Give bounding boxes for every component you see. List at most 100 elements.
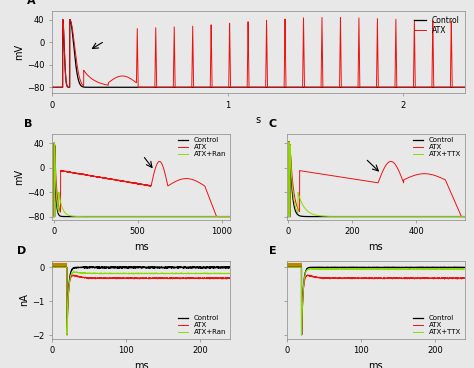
Control (318, 85, 323, 89)
ATX+Ran (126, 215, 132, 219)
Text: D: D (17, 246, 26, 256)
ATX (371, 180, 377, 184)
Control (126, 215, 132, 219)
Control (462, 265, 467, 270)
Control (305, 266, 311, 270)
Control (295, 212, 301, 216)
Control (227, 265, 233, 269)
ATX+TTX (385, 267, 391, 271)
Control (456, 215, 462, 219)
ATX (318, 85, 323, 89)
Control (64, 333, 70, 337)
ATX+TTX (295, 210, 301, 214)
X-axis label: ms: ms (368, 242, 383, 252)
ATX (462, 215, 467, 219)
Control (207, 85, 213, 89)
ATX (224, 215, 229, 219)
ATX (286, 139, 292, 144)
ATX+TTX (424, 215, 430, 219)
ATX (63, 265, 69, 270)
Line: ATX: ATX (52, 17, 465, 87)
Control (190, 264, 195, 269)
ATX (151, 276, 156, 280)
Line: ATX+TTX: ATX+TTX (288, 142, 465, 217)
Control (366, 215, 372, 219)
Line: ATX: ATX (287, 268, 465, 335)
ATX (424, 171, 430, 176)
ATX+Ran (82, 215, 87, 219)
ATX+Ran (151, 272, 156, 276)
Control (227, 215, 233, 219)
ATX (49, 85, 55, 89)
ATX+Ran (224, 215, 229, 219)
Control (285, 215, 291, 219)
Control (224, 215, 229, 219)
ATX+Ran (51, 215, 57, 219)
ATX (118, 179, 124, 183)
ATX (284, 265, 290, 270)
ATX (363, 275, 369, 280)
ATX+TTX (366, 267, 372, 271)
Control (462, 215, 467, 219)
ATX+Ran (71, 270, 76, 275)
ATX (227, 215, 233, 219)
ATX+TTX (371, 215, 377, 219)
Control (284, 265, 290, 270)
ATX (298, 265, 303, 270)
ATX (132, 276, 137, 280)
Y-axis label: mV: mV (14, 44, 24, 60)
ATX+Ran (63, 265, 69, 270)
Control (71, 215, 77, 219)
Control (456, 215, 462, 219)
Control (124, 85, 130, 89)
ATX (388, 85, 394, 89)
ATX (71, 171, 77, 175)
ATX+TTX (286, 139, 292, 144)
ATX (49, 265, 55, 270)
ATX (82, 172, 87, 177)
ATX+Ran (71, 214, 77, 219)
ATX+TTX (299, 333, 304, 337)
ATX+TTX (456, 215, 462, 219)
Y-axis label: nA: nA (19, 293, 29, 306)
Control (371, 215, 377, 219)
Control (49, 85, 55, 89)
Control (125, 265, 130, 269)
ATX (385, 276, 391, 280)
Control (462, 85, 467, 89)
Control (385, 265, 391, 270)
Line: ATX+TTX: ATX+TTX (287, 268, 465, 335)
Control (128, 265, 134, 269)
Control (298, 265, 303, 270)
ATX+TTX (298, 265, 303, 270)
Control (299, 333, 304, 337)
X-axis label: ms: ms (134, 242, 148, 252)
ATX+Ran (51, 141, 57, 145)
Line: ATX+Ran: ATX+Ran (52, 268, 230, 335)
ATX (51, 215, 57, 219)
Legend: Control, ATX, ATX+Ran: Control, ATX, ATX+Ran (175, 135, 229, 160)
Line: ATX+Ran: ATX+Ran (54, 143, 230, 217)
ATX+TTX (285, 215, 291, 219)
Line: ATX: ATX (288, 142, 465, 217)
ATX (128, 275, 134, 280)
X-axis label: s: s (256, 115, 261, 125)
ATX+Ran (64, 333, 70, 337)
Line: ATX: ATX (52, 268, 230, 335)
ATX+Ran (118, 215, 124, 219)
Control (63, 265, 69, 270)
ATX+TTX (359, 267, 365, 271)
Control (51, 215, 57, 219)
Control (388, 85, 394, 89)
Control (359, 265, 365, 270)
ATX (319, 15, 325, 20)
Y-axis label: mV: mV (14, 169, 24, 185)
ATX (359, 276, 365, 280)
ATX (462, 276, 467, 280)
ATX (71, 273, 76, 277)
Control (71, 266, 76, 270)
Line: Control: Control (288, 142, 465, 217)
ATX (299, 333, 304, 337)
ATX (207, 85, 212, 89)
Control (118, 215, 124, 219)
